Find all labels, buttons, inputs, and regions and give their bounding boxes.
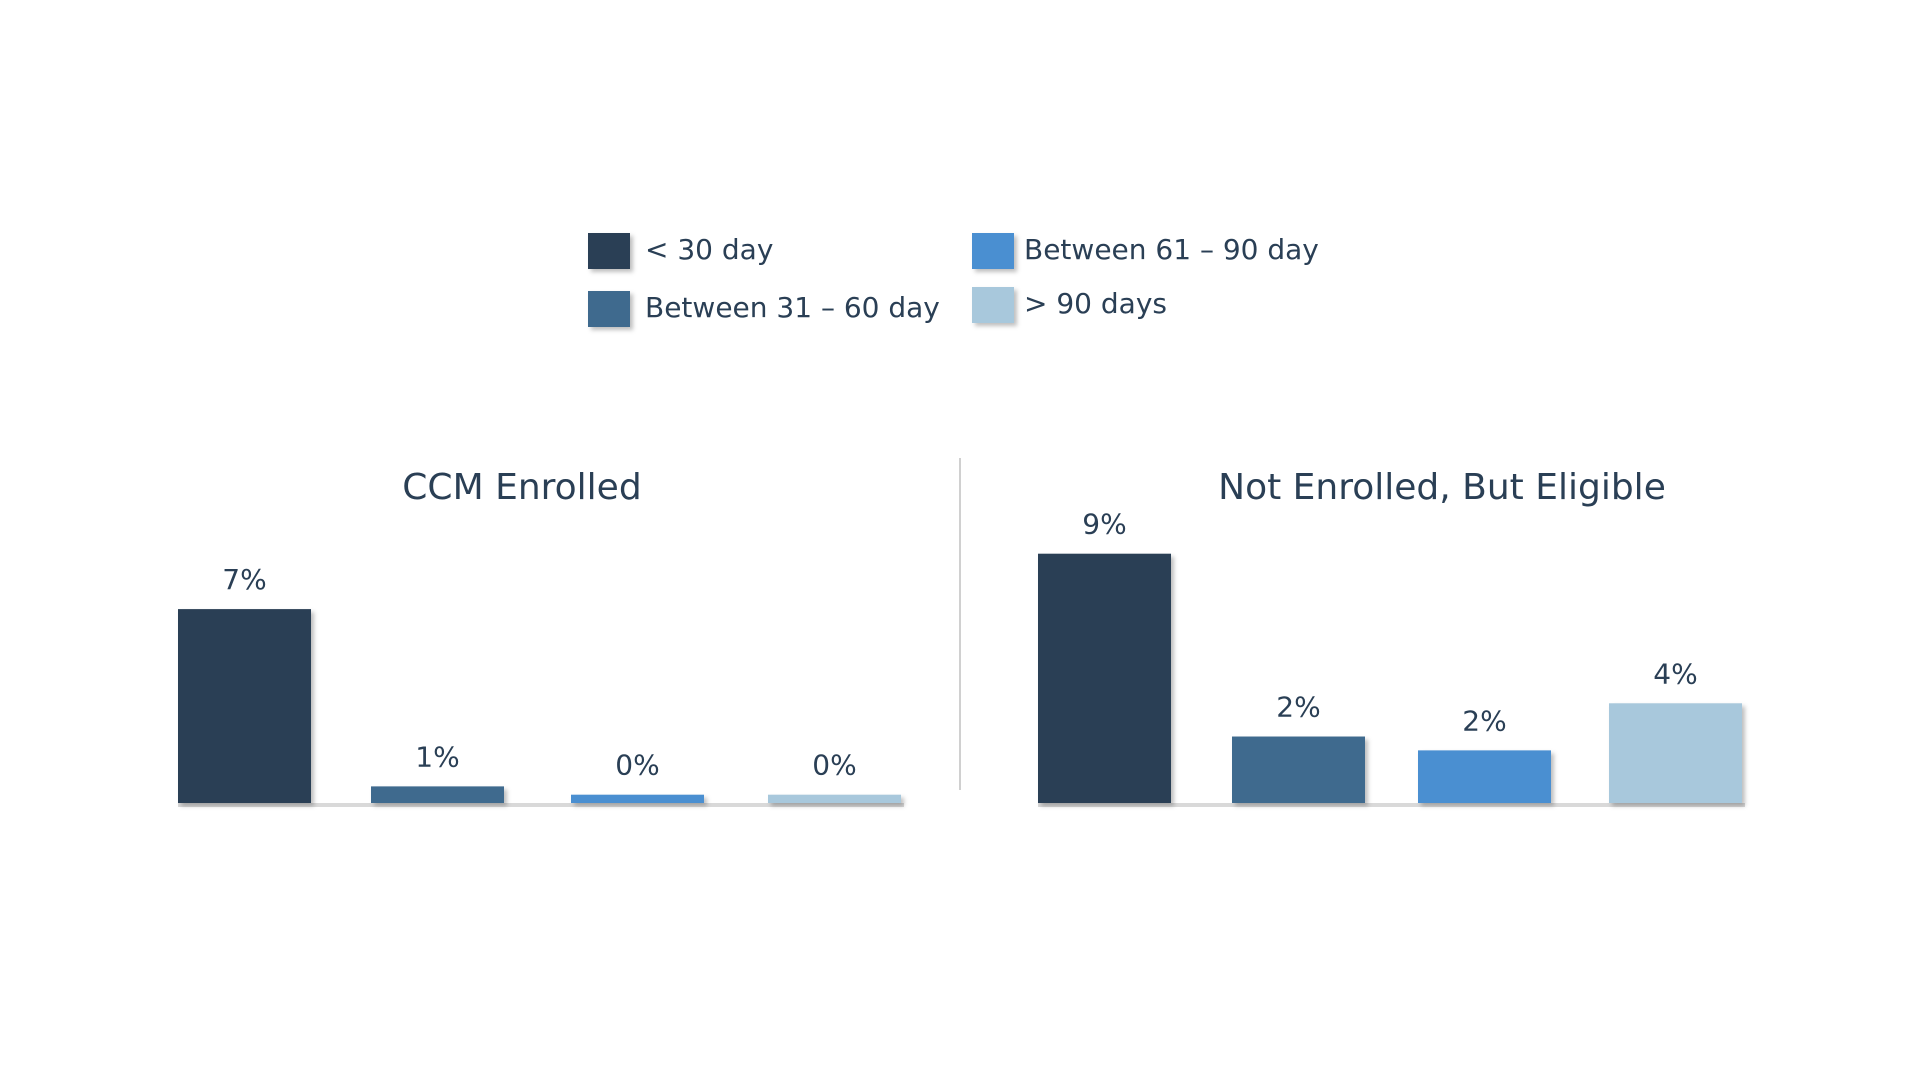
bar [1232, 736, 1365, 803]
bar [1038, 553, 1171, 803]
value-label: 2% [1462, 704, 1506, 737]
legend-swatch [588, 291, 630, 327]
legend-label: < 30 day [645, 233, 773, 266]
value-label: 2% [1276, 691, 1320, 724]
value-label: 1% [415, 740, 459, 773]
legend-label: Between 61 – 90 day [1024, 233, 1319, 266]
bar [768, 794, 901, 803]
legend-swatch [972, 233, 1014, 269]
bar [1609, 703, 1742, 803]
legend-swatch [972, 287, 1014, 323]
legend-swatch [588, 233, 630, 269]
bar [371, 786, 504, 803]
value-label: 0% [812, 749, 856, 782]
bar [571, 794, 704, 803]
bar [1418, 750, 1551, 803]
value-label: 7% [222, 563, 266, 596]
value-label: 4% [1653, 657, 1697, 690]
bar [178, 609, 311, 803]
legend-label: Between 31 – 60 day [645, 291, 940, 324]
chart-title: Not Enrolled, But Eligible [1218, 467, 1666, 508]
value-label: 0% [615, 749, 659, 782]
legend-label: > 90 days [1024, 287, 1167, 320]
value-label: 9% [1082, 508, 1126, 541]
chart-title: CCM Enrolled [402, 467, 641, 508]
